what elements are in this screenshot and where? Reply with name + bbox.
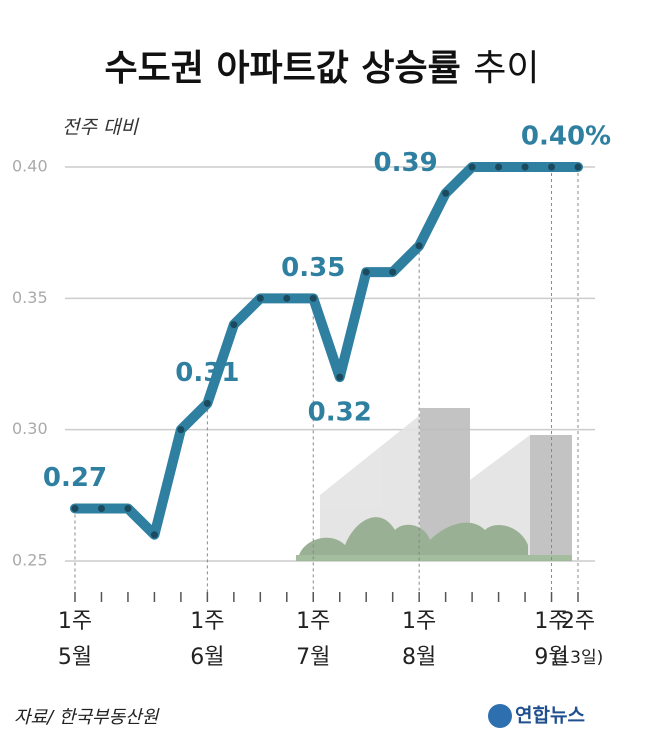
buildings bbox=[296, 408, 572, 561]
x-tick-line: 1주 bbox=[534, 609, 568, 634]
point bbox=[362, 268, 370, 276]
x-tick-label: 1주 6월 bbox=[190, 609, 224, 670]
data-label: 0.31 bbox=[175, 358, 239, 388]
x-tick-line: 2주 bbox=[561, 609, 595, 634]
y-tick-label: 0.30 bbox=[12, 419, 48, 438]
point bbox=[230, 321, 238, 329]
title-main: 수도권 아파트값 상승률 bbox=[104, 48, 460, 89]
trees bbox=[298, 517, 528, 560]
x-tick-line: 9월 bbox=[534, 645, 568, 670]
data-label: 0.27 bbox=[43, 463, 107, 493]
x-tick-line: 5월 bbox=[58, 645, 92, 670]
point bbox=[124, 504, 132, 512]
point bbox=[203, 399, 211, 407]
x-tick-line: 6월 bbox=[190, 645, 224, 670]
point bbox=[521, 163, 529, 171]
point bbox=[442, 189, 450, 197]
point bbox=[283, 294, 291, 302]
x-tick-label: 1주 9월 bbox=[534, 609, 568, 670]
source: 자료/ 한국부동산원 bbox=[14, 707, 160, 728]
point bbox=[389, 268, 397, 276]
point bbox=[415, 242, 423, 250]
data-label: 0.40% bbox=[521, 122, 611, 152]
x-tick-line: 1주 bbox=[58, 609, 92, 634]
series-line bbox=[70, 162, 583, 540]
x-tick-label: 2주 (13일) bbox=[553, 609, 604, 668]
building bbox=[530, 435, 572, 560]
x-tick-line: 1주 bbox=[402, 609, 436, 634]
logo-icon bbox=[488, 704, 512, 728]
title-end: 추이 bbox=[473, 48, 539, 89]
y-axis-label: 전주 대비 bbox=[62, 117, 139, 139]
building bbox=[320, 415, 420, 560]
x-tick-line: 8월 bbox=[402, 645, 436, 670]
point bbox=[97, 504, 105, 512]
point bbox=[336, 373, 344, 381]
data-label: 0.35 bbox=[281, 253, 345, 283]
y-tick-label: 0.40 bbox=[12, 157, 48, 176]
x-tick-line: 7월 bbox=[296, 645, 330, 670]
point bbox=[574, 163, 582, 171]
y-tick-label: 0.25 bbox=[12, 551, 48, 570]
point bbox=[177, 426, 185, 434]
x-tick-label: 1주 5월 bbox=[58, 609, 92, 670]
data-label: 0.32 bbox=[308, 398, 372, 428]
chart-title: 수도권 아파트값 상승률 추이 bbox=[104, 48, 539, 89]
logo: 연합뉴스 bbox=[515, 705, 585, 727]
x-tick-line: 1주 bbox=[190, 609, 224, 634]
building bbox=[470, 435, 530, 560]
point bbox=[548, 163, 556, 171]
data-label: 0.39 bbox=[374, 148, 438, 178]
point bbox=[71, 504, 79, 512]
x-tick-line: (13일) bbox=[553, 648, 604, 668]
y-tick-label: 0.35 bbox=[12, 288, 48, 307]
x-tick-line: 1주 bbox=[296, 609, 330, 634]
point bbox=[256, 294, 264, 302]
point bbox=[150, 531, 158, 539]
x-tick-label: 1주 8월 bbox=[402, 609, 436, 670]
point bbox=[468, 163, 476, 171]
point bbox=[309, 294, 317, 302]
ground bbox=[296, 555, 572, 561]
x-tick-label: 1주 7월 bbox=[296, 609, 330, 670]
point bbox=[495, 163, 503, 171]
